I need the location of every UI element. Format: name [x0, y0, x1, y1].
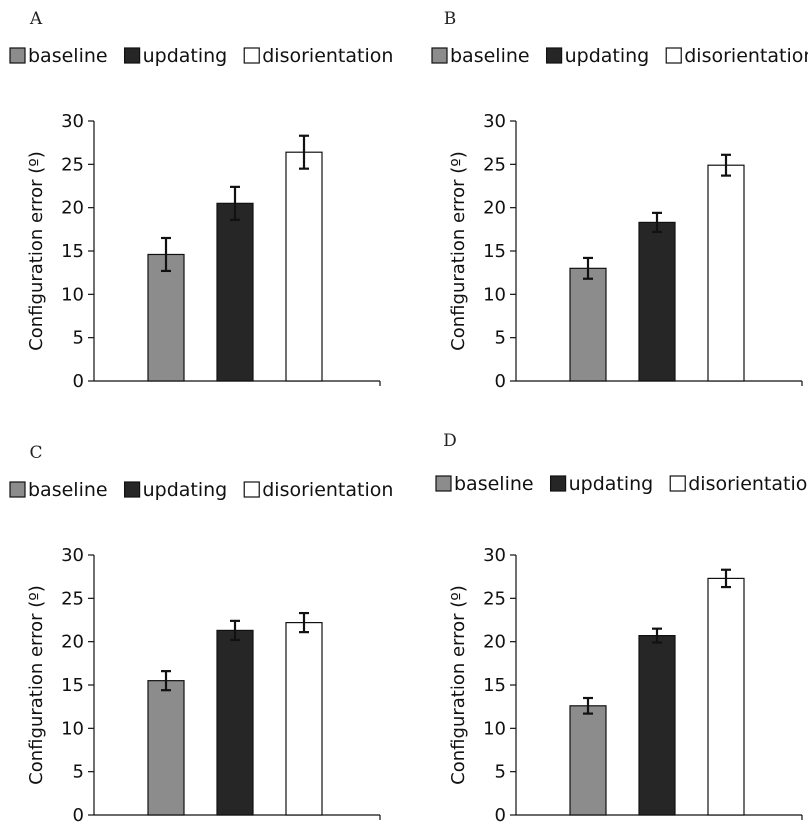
bar-updating [638, 221, 676, 382]
y-tick-label: 30 [483, 111, 506, 132]
y-tick-label: 30 [61, 545, 84, 566]
y-tick-label: 25 [61, 588, 84, 609]
bar-baseline [147, 680, 185, 816]
legend-swatch-updating [123, 47, 141, 64]
legend-label: disorientation [262, 479, 393, 501]
bar-baseline [147, 253, 185, 382]
y-tick-label: 5 [73, 762, 84, 783]
y-tick-label: 10 [61, 284, 84, 305]
y-axis-label: Configuration error (º) [448, 585, 469, 785]
panel-label: C [29, 443, 42, 463]
panel-label: D [443, 431, 457, 451]
legend-label: updating [143, 45, 228, 67]
bar-disorientation [707, 164, 745, 382]
y-tick-label: 0 [495, 371, 506, 392]
bar-updating [638, 634, 676, 816]
legend-swatch-disorientation [669, 475, 686, 492]
bar-disorientation [707, 577, 745, 816]
legend-swatch-baseline [9, 481, 26, 498]
y-tick-label: 30 [61, 111, 84, 132]
bar-baseline [569, 267, 607, 382]
legend-swatch-disorientation [665, 47, 682, 64]
y-tick-label: 20 [61, 632, 84, 653]
y-tick-label: 0 [73, 371, 84, 392]
y-tick-label: 15 [483, 241, 506, 262]
y-tick-label: 20 [483, 198, 506, 219]
bar-disorientation [285, 151, 323, 382]
y-tick-label: 25 [483, 154, 506, 175]
y-tick-label: 5 [495, 328, 506, 349]
y-axis-label: Configuration error (º) [26, 151, 47, 351]
y-tick-label: 5 [73, 328, 84, 349]
legend-label: baseline [450, 45, 530, 67]
y-tick-label: 10 [61, 718, 84, 739]
legend-label: updating [569, 473, 654, 495]
legend-label: disorientation [688, 473, 808, 495]
legend-swatch-baseline [435, 475, 452, 492]
legend-swatch-baseline [431, 47, 448, 64]
y-tick-label: 25 [61, 154, 84, 175]
legend-swatch-updating [123, 481, 141, 498]
legend-label: baseline [28, 479, 108, 501]
y-tick-label: 30 [483, 545, 506, 566]
legend-label: updating [565, 45, 650, 67]
y-tick-label: 15 [61, 675, 84, 696]
legend-label: disorientation [684, 45, 808, 67]
panel-label: B [444, 9, 457, 29]
bar-updating [216, 202, 254, 382]
y-tick-label: 20 [61, 198, 84, 219]
legend-swatch-updating [549, 475, 567, 492]
y-tick-label: 15 [61, 241, 84, 262]
legend-swatch-disorientation [243, 481, 260, 498]
legend-label: updating [143, 479, 228, 501]
legend-label: disorientation [262, 45, 393, 67]
y-tick-label: 0 [495, 805, 506, 823]
y-tick-label: 10 [483, 718, 506, 739]
y-axis-label: Configuration error (º) [448, 151, 469, 351]
y-tick-label: 25 [483, 588, 506, 609]
legend-label: baseline [454, 473, 534, 495]
legend-swatch-baseline [9, 47, 26, 64]
y-tick-label: 5 [495, 762, 506, 783]
legend-swatch-disorientation [243, 47, 260, 64]
legend-label: baseline [28, 45, 108, 67]
y-axis-label: Configuration error (º) [26, 585, 47, 785]
y-tick-label: 0 [73, 805, 84, 823]
bar-updating [216, 629, 254, 816]
y-tick-label: 15 [483, 675, 506, 696]
panel-label: A [29, 9, 43, 29]
bar-disorientation [285, 621, 323, 816]
bar-baseline [569, 705, 607, 816]
legend-swatch-updating [545, 47, 563, 64]
y-tick-label: 20 [483, 632, 506, 653]
y-tick-label: 10 [483, 284, 506, 305]
